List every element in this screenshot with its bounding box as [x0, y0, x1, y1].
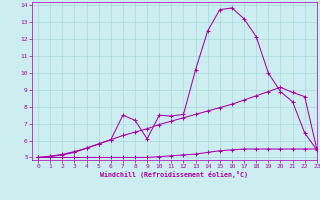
X-axis label: Windchill (Refroidissement éolien,°C): Windchill (Refroidissement éolien,°C)	[100, 171, 248, 178]
